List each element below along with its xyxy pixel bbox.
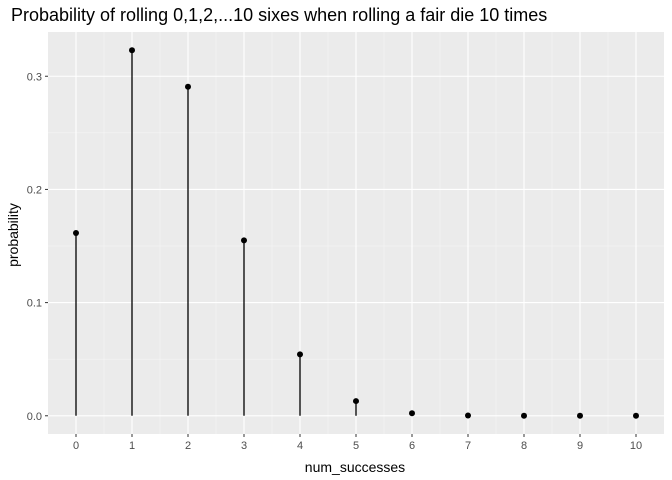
probability-point [241,237,247,244]
x-tick-label: 0 [73,440,79,452]
probability-point [353,398,359,405]
probability-point [465,412,471,419]
probability-point [129,47,135,54]
y-tick-label: 0.2 [27,184,42,196]
data-marks [73,47,639,419]
probability-point [297,351,303,358]
probability-point [409,410,415,417]
probability-point [577,412,583,419]
probability-point [521,412,527,419]
x-tick-label: 7 [465,440,471,452]
y-tick-label: 0.0 [27,411,42,423]
x-tick-label: 10 [630,440,642,452]
x-tick-label: 2 [185,440,191,452]
x-tick-label: 6 [409,440,415,452]
probability-point [73,230,79,236]
y-tick-label: 0.1 [27,298,42,310]
x-tick-label: 5 [353,440,359,452]
x-tick-label: 3 [241,440,247,452]
x-tick-label: 9 [577,440,583,452]
x-tick-label: 4 [297,440,303,452]
x-axis-title: num_successes [305,459,405,475]
y-axis-title: probability [5,203,21,267]
axes: 0.0 0.1 0.2 0.3 0 1 2 3 4 5 6 7 8 9 10 [27,71,642,452]
probability-point [185,83,191,90]
probability-point [633,412,639,419]
y-tick-label: 0.3 [27,71,42,83]
chart-title: Probability of rolling 0,1,2,...10 sixes… [11,5,547,25]
x-tick-label: 1 [129,440,135,452]
x-tick-label: 8 [521,440,527,452]
